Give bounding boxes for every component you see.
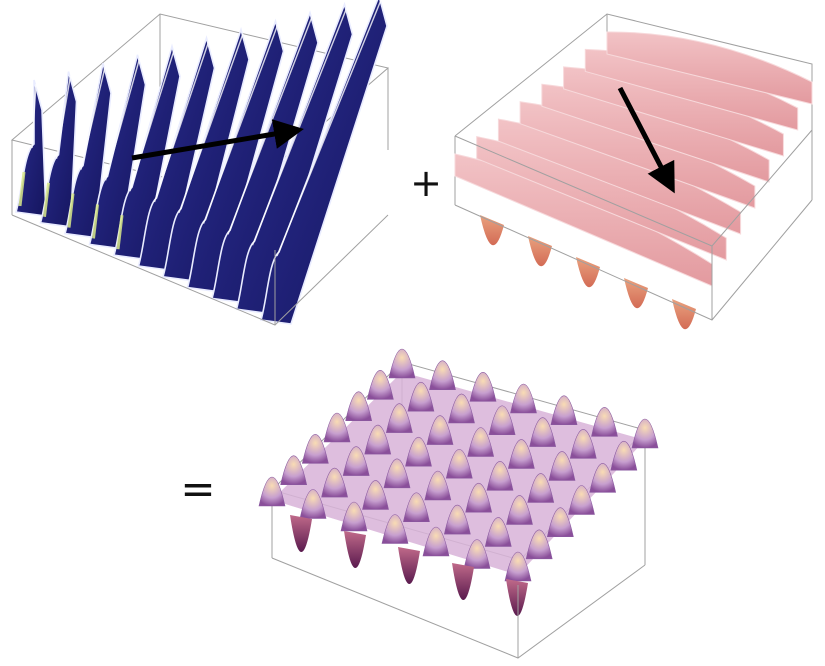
sum-peak — [568, 485, 595, 515]
wave-2-trough — [528, 236, 552, 267]
wave-1-crest — [112, 43, 181, 261]
panel-2-box-front — [454, 129, 813, 321]
sum-peak — [465, 482, 493, 513]
sum-peak — [469, 372, 497, 402]
panel-3-box-front — [271, 557, 646, 659]
sum-trough — [506, 579, 528, 617]
sum-trough — [290, 515, 312, 553]
wave-2-trough — [624, 278, 648, 309]
sum-peak — [366, 370, 394, 400]
sum-peak — [280, 455, 308, 485]
sum-peak — [589, 463, 617, 493]
sum-peak — [323, 412, 351, 443]
panel-2-direction-arrow — [617, 86, 675, 194]
wave-1-crest-highlight — [104, 58, 141, 181]
sum-peak — [342, 446, 370, 476]
wave-1-crest-highlight — [227, 16, 313, 235]
sum-peak — [407, 381, 435, 412]
sum-peak — [362, 480, 389, 510]
wave-1-crest-highlight — [129, 50, 175, 192]
sum-peak — [424, 470, 452, 501]
wave-1-crest-highlight — [276, 0, 382, 257]
plus-operator: + — [410, 161, 442, 205]
wave-1-crest — [235, 1, 354, 315]
wave-1-crest — [161, 26, 250, 282]
sum-peak — [422, 526, 450, 557]
wave-1-crest — [186, 18, 285, 293]
sum-peak — [467, 427, 495, 457]
sum-peak — [510, 383, 537, 414]
wave-1-crest-highlight — [178, 33, 244, 214]
sum-peak — [443, 504, 471, 535]
sum-peak — [504, 551, 532, 582]
sum-peak — [364, 424, 392, 455]
wave-1-crest — [137, 35, 216, 271]
sum-peak — [321, 467, 348, 498]
sum-peak — [385, 403, 413, 433]
panel-1-box-front — [11, 214, 389, 326]
wave-2-trough — [672, 299, 696, 330]
sum-peak — [403, 492, 430, 523]
sum-peak — [525, 529, 553, 560]
sum-peak — [426, 415, 454, 445]
sum-peak — [488, 405, 516, 436]
wave-1-crest-highlight — [55, 75, 72, 159]
sum-peak — [631, 418, 659, 449]
wave-1-crest-highlight — [153, 41, 210, 203]
wave-1-trough-accent — [67, 193, 75, 228]
sum-peak — [445, 448, 473, 479]
sum-peak — [569, 429, 597, 459]
sum-peak — [299, 489, 327, 519]
sum-peak — [463, 539, 491, 569]
sum-peak — [388, 348, 416, 379]
sum-peak — [486, 461, 514, 491]
wave-2-crest — [606, 31, 813, 105]
sum-peak — [529, 417, 557, 447]
sum-peak — [383, 458, 411, 489]
wave-1-trough-accent — [92, 204, 99, 239]
sum-peak — [507, 439, 535, 469]
wave-1-trough-accent — [116, 215, 124, 250]
sum-peak — [527, 473, 555, 503]
wave-1-crest — [88, 54, 147, 250]
sum-peak — [381, 514, 409, 544]
sum-peak — [548, 451, 576, 481]
sum-peak — [610, 440, 638, 471]
wave-1-crest-highlight — [202, 24, 279, 224]
sum-trough — [344, 531, 366, 569]
wave-1-crest — [39, 71, 78, 228]
sum-peak — [345, 391, 373, 421]
panel-1-surface — [14, 0, 388, 325]
wave-1-trough-accent — [18, 171, 26, 207]
sum-peak — [550, 395, 578, 425]
sum-trough — [398, 547, 420, 585]
wave-1-crest — [259, 0, 388, 325]
sum-peak — [546, 507, 574, 537]
sum-peak — [591, 407, 618, 437]
sum-peak — [258, 476, 286, 507]
panel-2-surface — [454, 31, 813, 330]
wave-1-crest-highlight — [80, 67, 106, 170]
sum-peak — [340, 501, 368, 532]
sum-peak — [448, 393, 475, 424]
panel-3-surface — [258, 348, 659, 617]
sum-trough — [452, 563, 474, 601]
panel-wave-2 — [454, 13, 813, 330]
sum-peak — [405, 436, 432, 467]
panel-1-direction-arrow — [131, 119, 304, 161]
sum-peak — [429, 360, 456, 390]
sum-peak — [506, 495, 533, 525]
wave-2-trough — [576, 257, 600, 288]
wave-1-trough-accent — [43, 182, 50, 217]
panel-sum — [258, 348, 659, 659]
panel-wave-1 — [10, 0, 390, 326]
wave-1-crest — [210, 10, 319, 304]
sum-peak — [301, 434, 329, 464]
sum-peak — [484, 517, 512, 547]
wave-2-trough — [480, 215, 504, 246]
equals-operator: = — [180, 464, 215, 513]
wave-1-crest-highlight — [31, 83, 37, 149]
